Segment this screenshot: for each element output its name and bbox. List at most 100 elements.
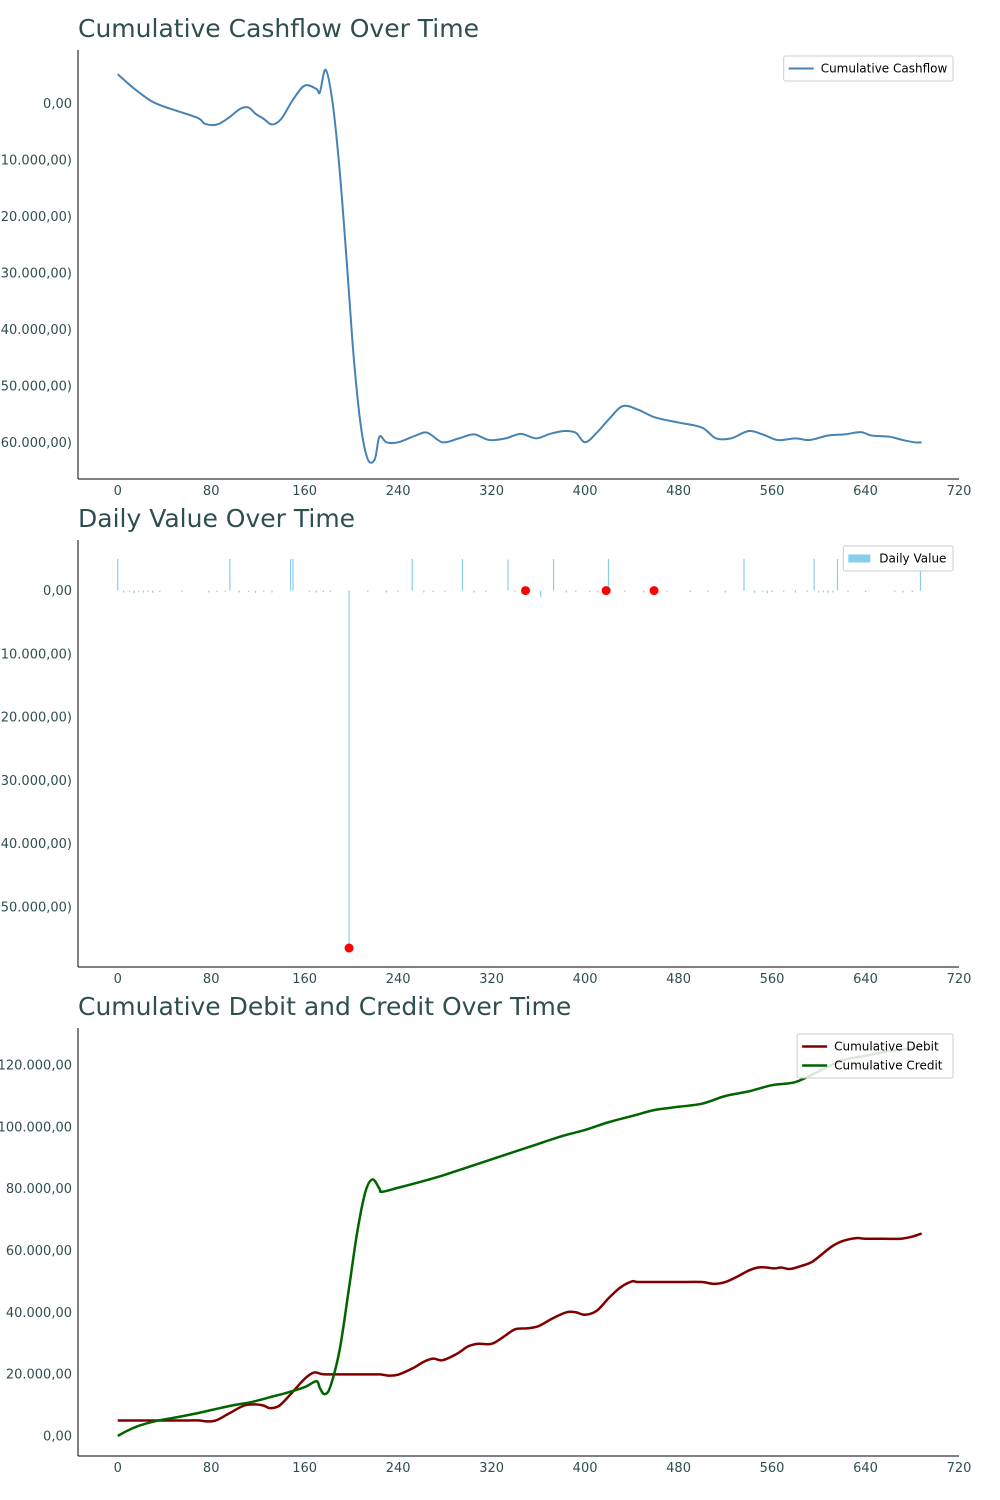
bar <box>836 558 839 591</box>
bar <box>152 590 154 593</box>
bar <box>597 590 599 593</box>
bar <box>794 590 797 593</box>
x-tick-label: 560 <box>760 484 785 499</box>
x-tick-label: 80 <box>203 1461 220 1476</box>
bar <box>238 590 240 593</box>
bar <box>666 590 668 592</box>
bar <box>822 590 825 593</box>
bar <box>255 590 257 593</box>
legend-label: Cumulative Debit <box>834 1040 939 1054</box>
chart-1: Cumulative Cashflow Over Time 0 80 160 240 32… <box>0 14 971 499</box>
bar <box>216 590 218 593</box>
bar <box>624 590 626 592</box>
legend: Cumulative Debit Cumulative Credit <box>796 1033 954 1079</box>
bar <box>133 590 135 594</box>
x-tick-label: 240 <box>386 972 411 987</box>
bar <box>771 590 773 593</box>
y-tick-label: (20.000,00) <box>0 210 72 225</box>
bar <box>348 590 350 949</box>
y-tick-label: (30.000,00) <box>0 266 72 281</box>
y-tick-label: (20.000,00) <box>0 711 72 726</box>
bar <box>117 558 119 591</box>
x-tick-label: 0 <box>114 484 122 499</box>
x-tick-label: 480 <box>666 484 691 499</box>
x-tick-label: 320 <box>479 484 504 499</box>
bar <box>142 590 145 593</box>
bar <box>642 590 645 593</box>
y-tick-label: 60.000,00 <box>6 1244 72 1259</box>
y-tick-label: 100.000,00 <box>0 1120 72 1135</box>
bar <box>783 590 785 592</box>
x-tick-label: 160 <box>292 1461 317 1476</box>
bar <box>385 590 388 593</box>
x-tick-label: 80 <box>203 484 220 499</box>
x-tick-label: 640 <box>853 1461 878 1476</box>
x-tick-label: 640 <box>853 484 878 499</box>
bar <box>229 558 231 591</box>
y-tick-label: (40.000,00) <box>0 837 72 852</box>
x-tick-label: 0 <box>114 1461 122 1476</box>
chart-2: Daily Value Over Time 0 80 160 240 320 400 480 5… <box>0 504 971 987</box>
x-tick-label: 720 <box>947 1461 972 1476</box>
bar <box>894 590 896 592</box>
bar <box>806 590 808 592</box>
x-tick-label: 400 <box>573 972 598 987</box>
x-tick-label: 80 <box>203 972 220 987</box>
x-tick-label: 640 <box>853 972 878 987</box>
x-tick-label: 320 <box>479 1461 504 1476</box>
bar <box>766 590 768 594</box>
bar <box>607 558 610 591</box>
x-tick-label: 160 <box>292 972 317 987</box>
y-tick-label: (60.000,00) <box>0 436 72 451</box>
bar <box>919 560 922 591</box>
bar <box>461 558 464 591</box>
bar <box>423 590 425 593</box>
legend-swatch <box>848 554 871 563</box>
bar <box>128 590 131 592</box>
y-tick-label: 40.000,00 <box>6 1306 72 1321</box>
bar <box>753 590 756 593</box>
bar <box>847 590 849 592</box>
y-tick-label: 120.000,00 <box>0 1059 72 1074</box>
bar <box>322 590 324 593</box>
x-tick-label: 0 <box>114 972 122 987</box>
bar <box>507 559 509 591</box>
bar <box>552 558 555 591</box>
bar <box>589 590 591 593</box>
y-tick-label: (10.000,00) <box>0 154 72 169</box>
y-tick-label: 80.000,00 <box>6 1182 72 1197</box>
x-tick-label: 400 <box>573 484 598 499</box>
x-tick-label: 160 <box>292 484 317 499</box>
bar <box>902 590 904 593</box>
bar <box>911 590 913 593</box>
x-tick-label: 480 <box>666 1461 691 1476</box>
bar <box>367 590 369 592</box>
bar <box>290 558 292 591</box>
y-tick-label: (50.000,00) <box>0 379 72 394</box>
bar <box>138 590 140 593</box>
bar <box>444 590 446 592</box>
bar <box>122 590 125 593</box>
bar <box>308 590 310 592</box>
bar <box>147 590 149 592</box>
x-tick-label: 400 <box>573 1461 598 1476</box>
series-line-cumulative-debit <box>117 1232 923 1423</box>
bar <box>707 590 709 592</box>
y-tick-label: (10.000,00) <box>0 647 72 662</box>
bar <box>575 590 577 592</box>
outlier-point <box>521 586 531 596</box>
bar <box>432 590 434 593</box>
x-tick-label: 560 <box>760 1461 785 1476</box>
bar <box>565 590 568 593</box>
bar <box>397 590 399 592</box>
bar <box>271 590 273 593</box>
legend-label: Cumulative Credit <box>834 1059 943 1073</box>
bar <box>762 590 764 592</box>
bar <box>743 558 745 591</box>
y-tick-label: 20.000,00 <box>6 1368 72 1383</box>
y-tick-label: 0,00 <box>43 1429 72 1444</box>
bar <box>329 590 331 592</box>
x-tick-label: 720 <box>947 484 972 499</box>
bar <box>864 590 867 593</box>
